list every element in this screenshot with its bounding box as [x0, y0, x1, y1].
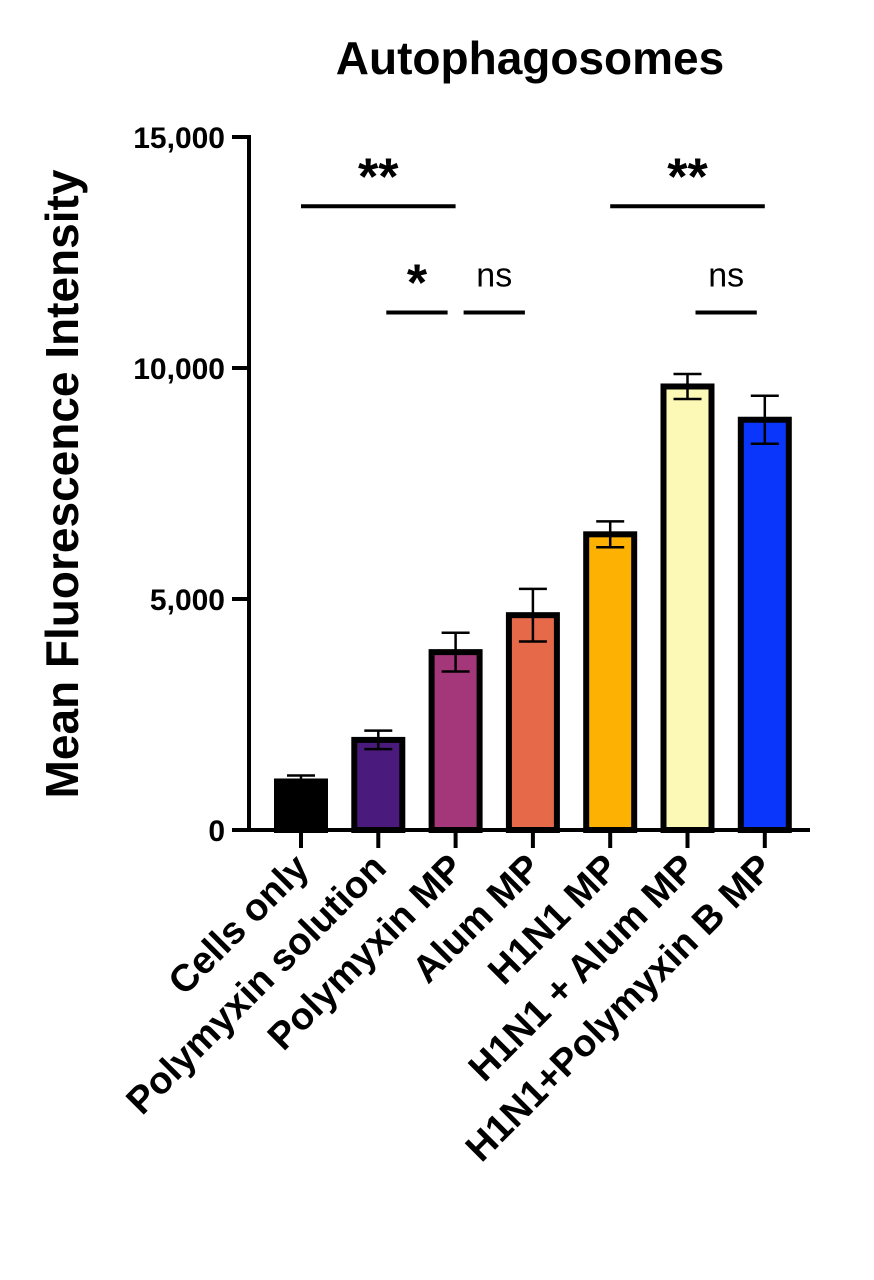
- y-axis-label: Mean Fluorescence Intensity: [36, 169, 88, 798]
- bar: [737, 416, 792, 833]
- bar: [660, 383, 715, 833]
- y-tick-label: 15,000: [133, 122, 225, 155]
- significance-label: ns: [476, 257, 512, 295]
- significance-label: **: [667, 148, 708, 206]
- error-bars: [287, 372, 779, 789]
- bars: [274, 383, 792, 833]
- significance-label: **: [358, 148, 399, 206]
- chart-title: Autophagosomes: [336, 32, 724, 84]
- significance-label: ns: [708, 257, 744, 295]
- significance-annotations: *** ns**ns: [301, 148, 765, 315]
- y-axis: 0 5,000 10,000 15,000: [133, 122, 251, 848]
- bar: [583, 531, 638, 833]
- significance-label: *: [407, 255, 428, 313]
- bar: [274, 778, 328, 833]
- y-tick-label: 5,000: [150, 584, 225, 617]
- y-tick-label: 0: [208, 815, 225, 848]
- y-tick-label: 10,000: [133, 353, 225, 386]
- bar: [505, 612, 560, 833]
- bar: [428, 649, 483, 833]
- bar: [351, 736, 406, 833]
